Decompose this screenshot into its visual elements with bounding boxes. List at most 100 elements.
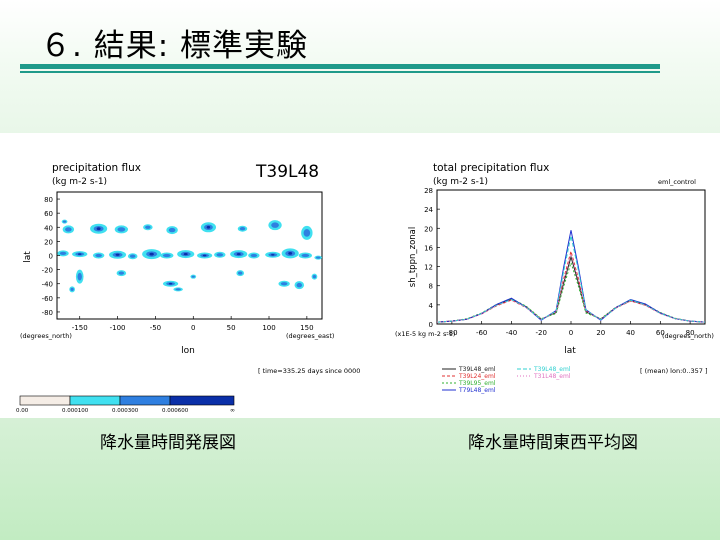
chart-x-label: lat	[564, 346, 576, 356]
legend-label: T79L48_eml	[458, 387, 496, 394]
chart-x-tick-label: -20	[536, 329, 547, 337]
model-label-box	[250, 158, 322, 180]
chart-units: (kg m-2 s-1)	[433, 177, 488, 187]
precip-contour-mid	[301, 253, 310, 258]
chart-mean-note: [ (mean) lon:0..357 ]	[640, 367, 708, 375]
colorbar-seg-1	[69, 395, 121, 406]
series-line-5	[436, 252, 706, 323]
colorbar-label-4: ∞	[230, 407, 235, 414]
chart-x-tick-label: 0	[569, 329, 573, 337]
chart-x-tick-label: 60	[656, 329, 665, 337]
map-x-tick-label: -50	[150, 324, 161, 332]
precip-contour-mid	[280, 282, 288, 286]
precip-contour-mid	[296, 282, 303, 288]
map-y-tick-label: -20	[42, 267, 53, 275]
map-units: (kg m-2 s-1)	[52, 177, 107, 187]
map-x-tick-label: 0	[191, 324, 195, 332]
model-label: T39L48	[255, 162, 319, 182]
precip-contour-mid	[129, 254, 136, 258]
precip-contour-mid	[95, 253, 102, 258]
map-y-tick-label: 40	[44, 224, 53, 232]
chart-axes: 0 4 8 12 16 20 24 28 -80 -60 -40 -20 0 20 40 60 80	[424, 187, 694, 337]
precip-contour-mid	[70, 287, 74, 292]
precip-contour-heavy	[183, 252, 188, 256]
chart-x-tick-label: -80	[446, 329, 457, 337]
map-time-note: [ time=335.25 days since 0000-01-01 ]	[258, 367, 360, 375]
chart-scale-note: (x1E-5 kg m-2 s-1)	[395, 330, 455, 338]
colorbar-label-1: 0.000100	[62, 408, 89, 414]
chart-x-tick-label: -60	[476, 329, 487, 337]
map-x-tick-label: -150	[72, 324, 88, 332]
precip-contour-mid	[118, 271, 125, 275]
colorbar-seg-0	[19, 395, 71, 406]
map-plot-area	[56, 191, 323, 320]
map-y-tick-label: -60	[42, 295, 53, 303]
map-y-label: lat	[23, 251, 33, 263]
map-x-tick-label: -100	[110, 324, 126, 332]
right-caption: 降水量時間東西平均図	[468, 433, 638, 453]
precip-contour-mid	[117, 227, 126, 232]
left-caption: 降水量時間発展図	[100, 433, 236, 453]
precip-contour-mid	[250, 253, 258, 258]
chart-y-tick-label: 28	[424, 187, 433, 195]
precip-contour-mid	[239, 227, 246, 231]
chart-series	[436, 230, 706, 323]
chart-y-tick-label: 20	[424, 225, 433, 233]
legend-label: T39L48_eml	[458, 366, 496, 373]
map-x-label: lon	[181, 346, 195, 356]
precip-contour-heavy	[206, 225, 211, 229]
precip-contour-mid	[145, 225, 151, 229]
colorbar-seg-2	[119, 395, 171, 406]
precip-contour-mid	[238, 271, 243, 275]
zonal-mean-figure: total precipitation flux (kg m-2 s-1) em…	[395, 162, 714, 394]
precip-contour-heavy	[288, 251, 293, 255]
colorbar-label-2: 0.000300	[112, 408, 139, 414]
chart-title: total precipitation flux	[433, 162, 549, 174]
legend-label: T39L95_eml	[458, 380, 496, 387]
colorbar-seg-3	[169, 395, 235, 406]
chart-x-tick-label: 20	[596, 329, 605, 337]
map-y-axis: 80 60 40 20 0 -20 -40 -60 -80	[42, 196, 60, 317]
precip-contour-mid	[162, 253, 171, 258]
chart-y-tick-label: 24	[424, 206, 433, 214]
title-rule-thick	[20, 64, 660, 69]
precip-contour-heavy	[115, 253, 120, 256]
chart-run-label: eml_control	[658, 178, 696, 186]
map-colorbar: 0.00 0.000100 0.000300 0.000600 ∞	[16, 395, 235, 414]
map-y-tick-label: 20	[44, 238, 53, 246]
precip-contour-heavy	[236, 252, 241, 256]
precip-contour-mid	[77, 272, 82, 281]
precip-contour-mid	[303, 229, 311, 237]
colorbar-label-3: 0.000600	[162, 408, 189, 414]
legend-label: T31L48_eml	[533, 373, 571, 380]
map-y-tick-label: -80	[42, 309, 53, 317]
precip-contour-heavy	[149, 252, 154, 256]
map-y-tick-label: 0	[49, 253, 53, 261]
map-x-tick-label: 50	[227, 324, 236, 332]
map-y-tick-label: 80	[44, 196, 53, 204]
precip-contours	[57, 219, 323, 293]
chart-y-label: sh_tppn_zonal	[408, 227, 418, 287]
chart-legend: T39L48_emlT39L24_emlT39L95_emlT79L48_eml…	[442, 366, 571, 394]
precipitation-map-figure: precipitation flux (kg m-2 s-1) T39L48 8…	[16, 158, 360, 414]
chart-y-tick-label: 12	[424, 264, 433, 272]
colorbar-label-0: 0.00	[16, 408, 29, 414]
slide-title: ６. 結果: 標準実験	[40, 28, 309, 64]
map-x-tick-label: 150	[300, 324, 313, 332]
precip-contour-mid	[216, 253, 224, 257]
legend-label: T39L48_eml	[533, 366, 571, 373]
chart-x-unit-label: (degrees_north)	[662, 332, 714, 340]
legend-label: T39L24_eml	[458, 373, 496, 380]
title-rule-thin	[20, 71, 660, 73]
map-x-tick-label: 100	[262, 324, 275, 332]
precip-contour-mid	[65, 227, 72, 232]
chart-y-tick-label: 0	[429, 321, 433, 329]
map-title: precipitation flux	[52, 162, 141, 174]
map-y-tick-label: -40	[42, 281, 53, 289]
precip-contour-mid	[168, 227, 176, 233]
precip-contour-mid	[316, 256, 321, 259]
chart-y-tick-label: 8	[429, 283, 433, 291]
precip-contour-heavy	[271, 253, 275, 256]
chart-y-tick-label: 16	[424, 244, 433, 252]
chart-y-tick-label: 4	[429, 302, 434, 310]
